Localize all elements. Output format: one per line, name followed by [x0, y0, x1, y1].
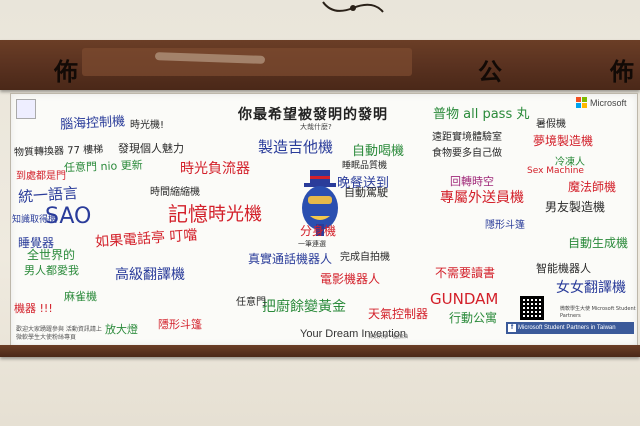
handwritten-note: 專屬外送員機: [440, 190, 524, 206]
handwritten-note: 食物要多自己做: [432, 148, 502, 159]
qr-caption: 微軟學生大使 Microsoft Student Partners: [560, 306, 636, 319]
frame-char-middle: 公: [478, 57, 502, 86]
handwritten-note: 麻雀機: [64, 290, 97, 303]
handwritten-note: Sex Machine: [527, 166, 584, 176]
mascot-illustration: [302, 170, 338, 236]
handwritten-note: 製造吉他機: [258, 138, 334, 156]
handwritten-note: 完成自拍機: [340, 252, 390, 263]
handwritten-note: 隱形斗篷: [485, 220, 525, 231]
microsoft-squares-icon: [576, 97, 587, 108]
handwritten-note: GUNDAM: [430, 290, 499, 308]
handwritten-note: 知識取得機: [12, 215, 58, 225]
handwritten-note: 男人都愛我: [24, 264, 79, 277]
handwritten-note: 記憶: [168, 202, 208, 226]
handwritten-note: 智能機器人: [536, 262, 591, 275]
handwritten-note: 任意門: [236, 297, 266, 308]
handwritten-note: 睡眠品質機: [342, 161, 388, 171]
handwritten-note: 高級翻譯機: [115, 267, 185, 283]
handwritten-note: 自動生成機: [568, 236, 629, 250]
microsoft-label: Microsoft: [590, 97, 627, 108]
handwritten-note: 行動公寓: [449, 311, 498, 325]
facebook-icon: f: [508, 324, 516, 332]
handwritten-note: SAO: [45, 204, 92, 229]
wall-hook-icon: [322, 1, 384, 13]
handwritten-note: 自動駕駛: [344, 186, 388, 199]
handwritten-note: 腦海控制機: [59, 114, 126, 133]
handwritten-note: 放大燈: [105, 323, 138, 336]
handwritten-note: 普物 all pass 丸: [433, 107, 530, 122]
bottom-left-note: 歡迎大家踴躍參與 活動資訊請上微軟學生大使粉絲專頁: [16, 326, 102, 341]
handwritten-note: 冷凍人: [555, 157, 585, 168]
handwritten-note: 女女翻譯機: [556, 280, 626, 296]
facebook-banner: f Microsoft Student Partners in Taiwan: [506, 322, 634, 334]
handwritten-note: 夢境製造機: [533, 134, 594, 148]
handwritten-note: 自動喝機: [352, 144, 405, 159]
handwritten-note: 真實通話機器人: [248, 252, 333, 266]
footer-small-text: 百如大家一起加油: [368, 334, 409, 340]
handwritten-note: 男友製造機: [545, 200, 606, 214]
footer-tagline: Your Dream Invention: [300, 328, 406, 340]
bulletin-frame-bottom: [0, 345, 640, 357]
handwritten-note: 魔法師機: [568, 180, 617, 194]
facebook-label: Microsoft Student Partners in Taiwan: [518, 325, 616, 331]
handwritten-note: 任意門 nio 更新: [63, 158, 143, 175]
handwritten-note: 暑假機: [536, 119, 566, 130]
handwritten-note: 電影機器人: [320, 272, 381, 286]
handwritten-note: 機器 !!!: [14, 302, 53, 315]
handwritten-note: 隱形斗篷: [158, 318, 202, 331]
microsoft-logo: Microsoft: [576, 97, 627, 108]
qr-code: [520, 296, 544, 320]
handwritten-note: 發現個人魅力: [118, 142, 184, 155]
poster-title: 你最希望被發明的發明: [238, 107, 388, 123]
handwritten-note: 把廚餘變黃金: [262, 299, 346, 315]
handwritten-note: 時光機!: [130, 120, 165, 131]
handwritten-note: 回轉時空: [450, 175, 494, 188]
frame-char-right: 佈: [610, 57, 634, 86]
handwritten-note: 晚餐送到: [337, 176, 390, 191]
handwritten-note: 時間縮縮機: [150, 187, 200, 198]
poster-corner-logo: [16, 99, 36, 119]
poster-subtitle: 大哉什麼?: [300, 123, 332, 131]
mascot-label: 一筆連選: [298, 240, 326, 248]
bulletin-frame-top: [0, 40, 640, 90]
handwritten-note: 不需要讀書: [435, 266, 496, 280]
handwritten-note: 分身機: [300, 224, 337, 238]
handwritten-note: 到處都是門: [16, 171, 66, 182]
frame-char-left: 佈: [54, 57, 78, 86]
handwritten-note: 時光機: [208, 204, 262, 225]
handwritten-note: 遠距實境體驗室: [432, 132, 502, 143]
handwritten-note: 天氣控制器: [368, 307, 429, 321]
handwritten-note: 物質轉換器 77 樓梯: [13, 144, 104, 159]
handwritten-note: 睡覺器: [18, 236, 55, 250]
handwritten-note: 時光負流器: [180, 161, 250, 177]
handwritten-note: 全世界的: [27, 248, 76, 262]
